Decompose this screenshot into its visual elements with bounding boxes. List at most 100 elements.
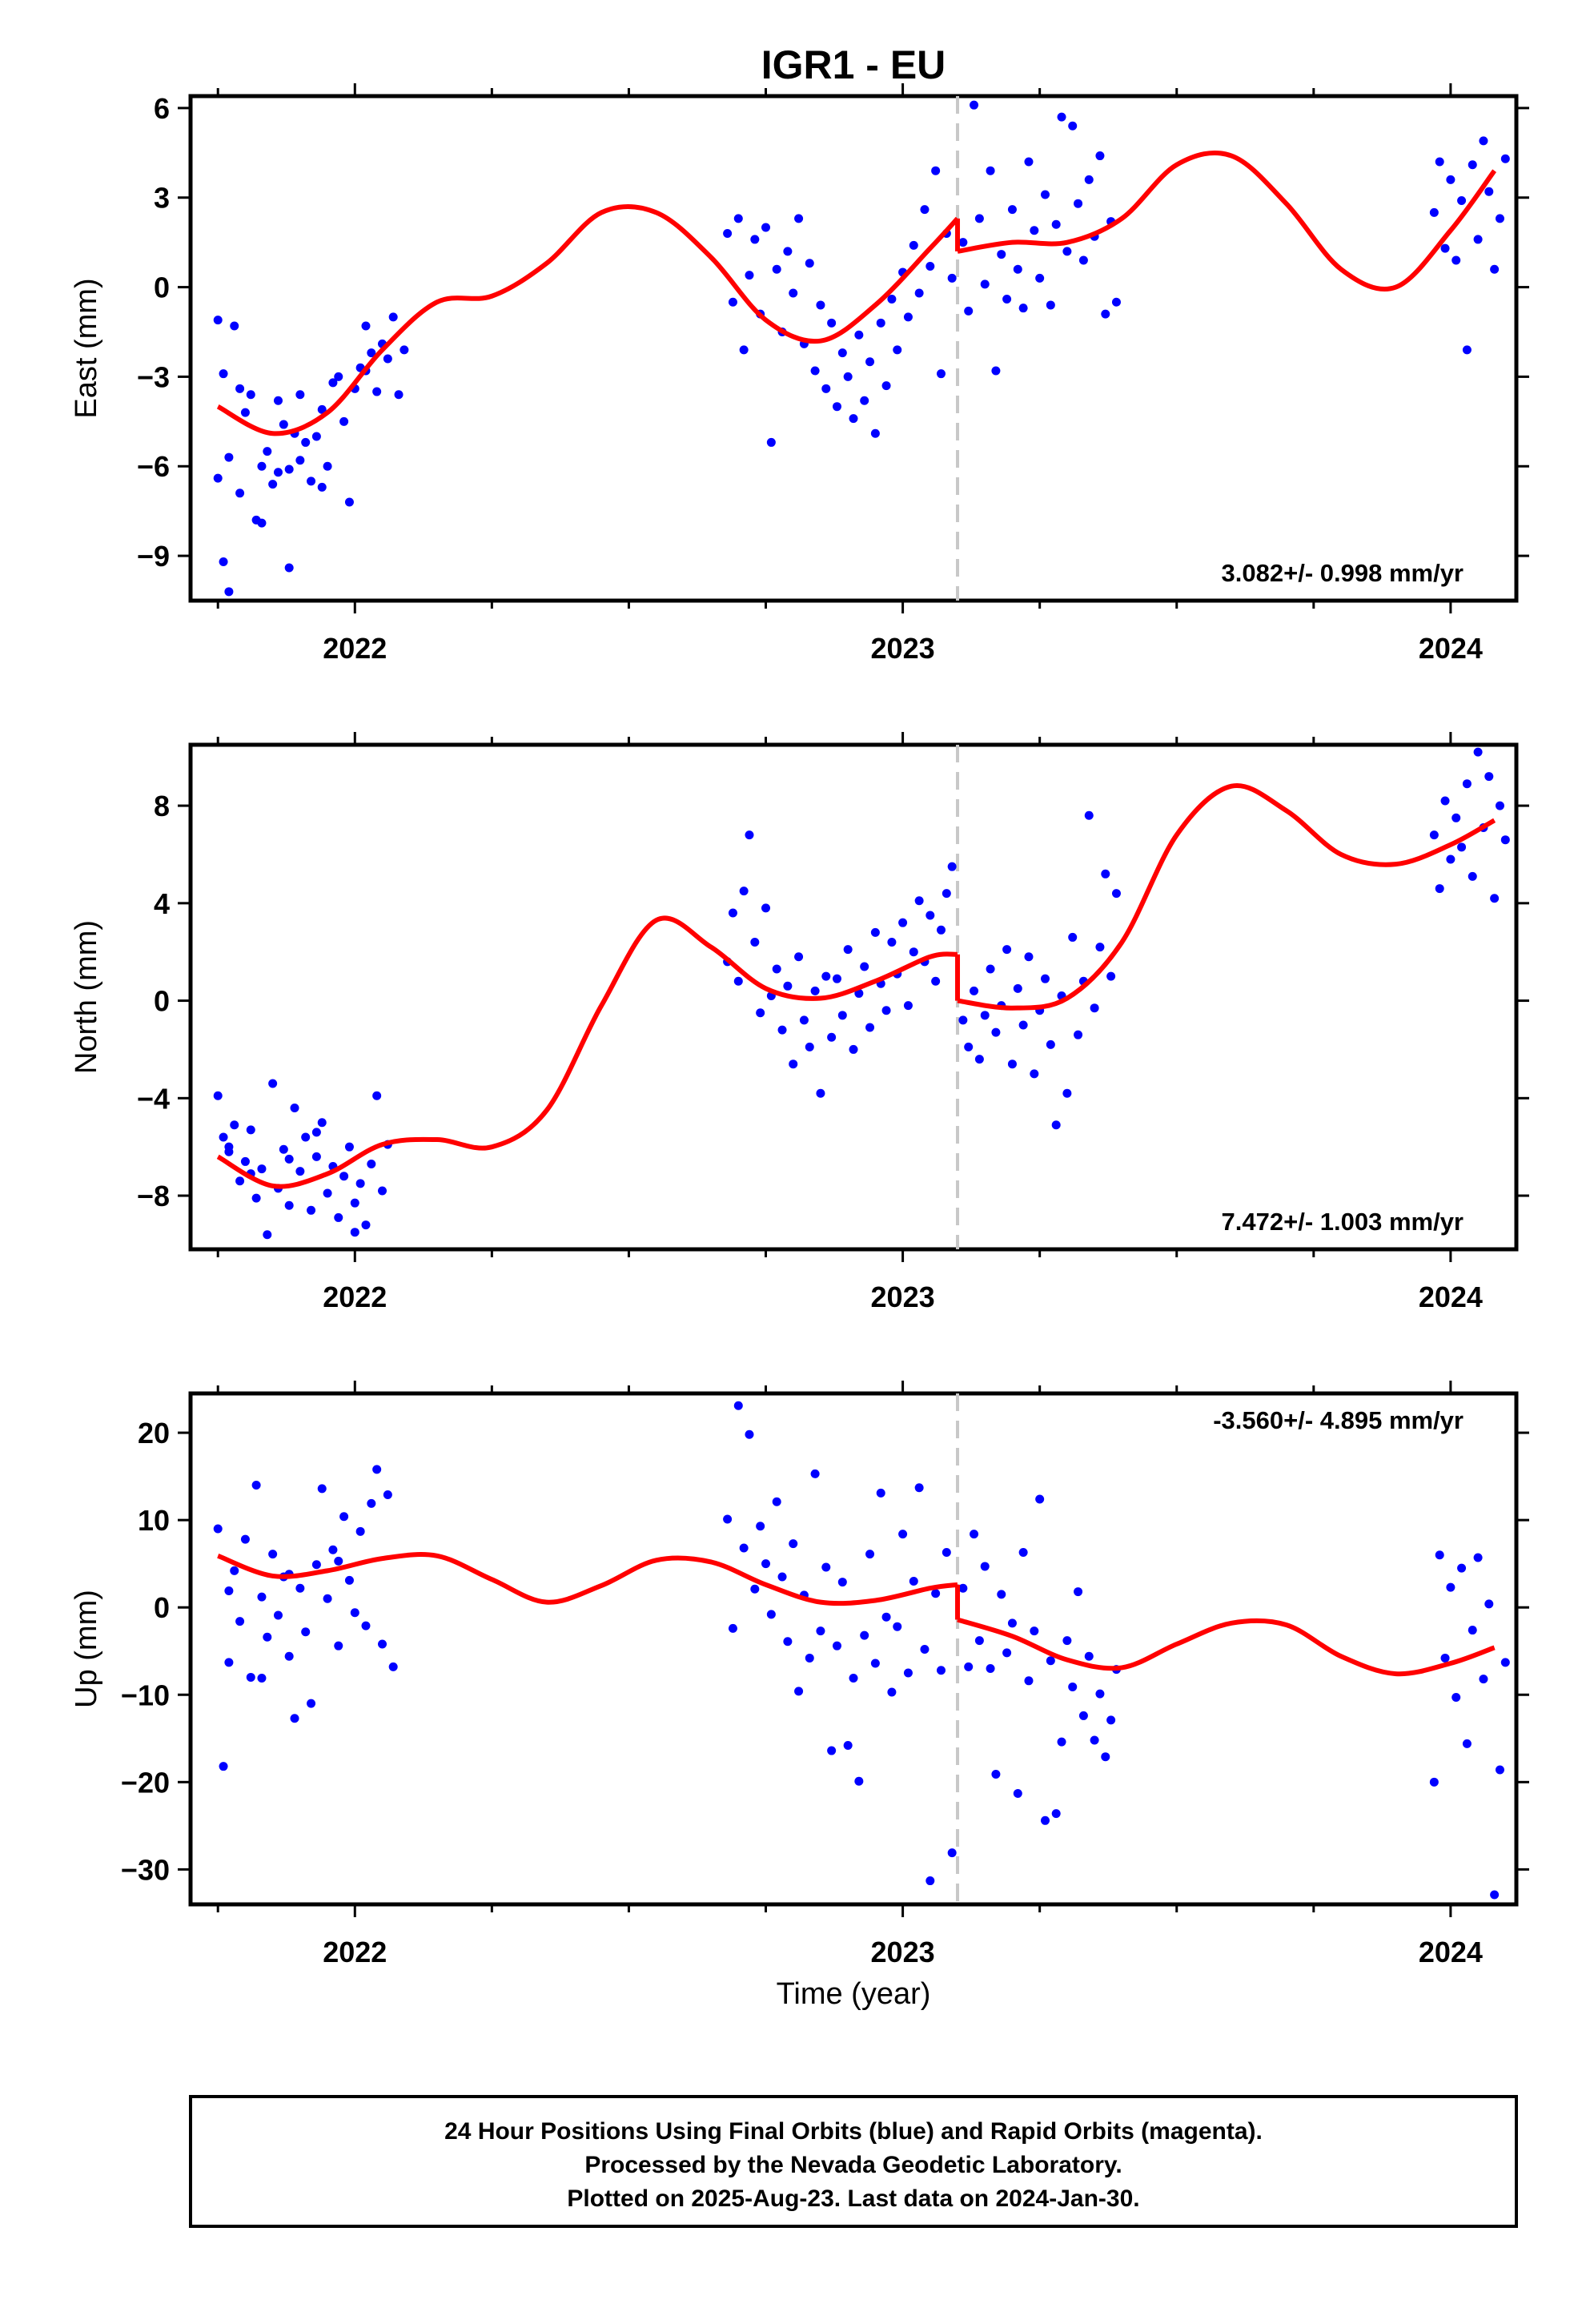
data-point [213, 316, 223, 325]
data-point [1446, 854, 1456, 864]
model-fit-segment-2 [957, 1617, 1496, 1677]
data-point [756, 1008, 765, 1018]
data-point [295, 1167, 305, 1176]
data-point [273, 1610, 283, 1620]
data-point [311, 1152, 321, 1161]
data-point [1111, 889, 1121, 899]
data-point [1013, 264, 1022, 274]
data-point [219, 1132, 228, 1142]
data-point [307, 1699, 316, 1708]
data-point [295, 1583, 305, 1593]
data-point [772, 964, 781, 974]
y-tick-label: 3 [154, 182, 170, 215]
data-point [974, 1055, 984, 1064]
velocity-rate-label: -3.560+/- 4.895 mm/yr [1213, 1406, 1464, 1434]
data-point [723, 1514, 733, 1524]
data-point [323, 1594, 332, 1603]
data-point [224, 1142, 234, 1152]
data-point [1473, 235, 1483, 244]
data-point [766, 437, 776, 447]
data-point [1041, 974, 1050, 983]
plot-area [213, 96, 1510, 601]
data-point [1490, 264, 1500, 274]
data-point [997, 1590, 1006, 1599]
data-point [1084, 175, 1094, 184]
plot-frame [188, 742, 1519, 1252]
data-point [860, 396, 869, 405]
data-point [230, 321, 239, 331]
data-point [832, 1641, 841, 1651]
data-point [1101, 309, 1110, 319]
data-point [1018, 1547, 1028, 1557]
data-point [761, 1559, 771, 1569]
data-point [339, 1172, 349, 1181]
data-point [926, 1876, 935, 1886]
footer-box: 24 Hour Positions Using Final Orbits (bl… [189, 2095, 1518, 2228]
data-point [339, 1512, 349, 1522]
data-point [750, 1584, 760, 1594]
chart-title: IGR1 - EU [761, 42, 946, 87]
data-point [334, 1212, 343, 1222]
data-point [311, 1560, 321, 1570]
data-point [865, 357, 875, 367]
x-tick-label: 2024 [1419, 1936, 1483, 1968]
data-point [240, 1156, 250, 1166]
data-point [1018, 304, 1028, 313]
data-point [942, 1547, 951, 1557]
data-point [311, 432, 321, 441]
data-point [881, 1612, 891, 1622]
data-point [1074, 1030, 1083, 1039]
x-tick-label: 2022 [323, 632, 387, 665]
data-point [816, 1626, 825, 1636]
data-point [367, 1498, 376, 1508]
data-point [783, 247, 793, 256]
data-point [837, 1578, 847, 1587]
data-point [1078, 1711, 1088, 1720]
data-point [224, 452, 234, 462]
data-point [870, 1659, 880, 1668]
data-point [887, 1687, 897, 1697]
data-point [1074, 1587, 1083, 1597]
data-point [1062, 1636, 1072, 1646]
panel-up: 2022 2023 2024 20 10 0 −10 −20 −30 Up (mm) -3.560+… [70, 1381, 1529, 1968]
data-point [991, 366, 1001, 376]
data-point [361, 321, 371, 331]
data-point [810, 366, 820, 376]
data-point [1013, 983, 1022, 993]
data-point [1035, 1494, 1045, 1504]
data-point [783, 1637, 793, 1647]
data-point [986, 964, 995, 974]
data-point [317, 1484, 327, 1494]
data-point [235, 1617, 245, 1626]
y-tick-label: −8 [137, 1180, 170, 1212]
data-point [936, 369, 946, 379]
data-point [1452, 813, 1461, 822]
data-point [1440, 243, 1450, 253]
data-point [1057, 1737, 1066, 1747]
data-point [986, 166, 995, 175]
data-point [777, 1572, 787, 1582]
data-point [301, 1627, 311, 1637]
data-point [235, 1176, 245, 1186]
data-point [1490, 1890, 1500, 1900]
data-point [284, 1651, 294, 1661]
data-point [739, 1543, 749, 1553]
x-tick-label: 2023 [871, 1281, 935, 1313]
data-point [1435, 884, 1444, 894]
data-point [268, 1550, 278, 1559]
data-point [394, 390, 404, 400]
y-axis-label: East (mm) [70, 278, 103, 418]
data-point [964, 306, 974, 316]
data-point [986, 1664, 995, 1674]
data-point [307, 1205, 316, 1215]
data-point [383, 354, 392, 364]
data-point [334, 1556, 343, 1566]
y-tick-label: 20 [138, 1417, 170, 1449]
y-tick-label: 0 [154, 1591, 170, 1624]
data-point [344, 1142, 354, 1152]
data-point [745, 271, 754, 280]
data-point [887, 294, 897, 304]
data-point [344, 1575, 354, 1585]
data-point [295, 456, 305, 465]
